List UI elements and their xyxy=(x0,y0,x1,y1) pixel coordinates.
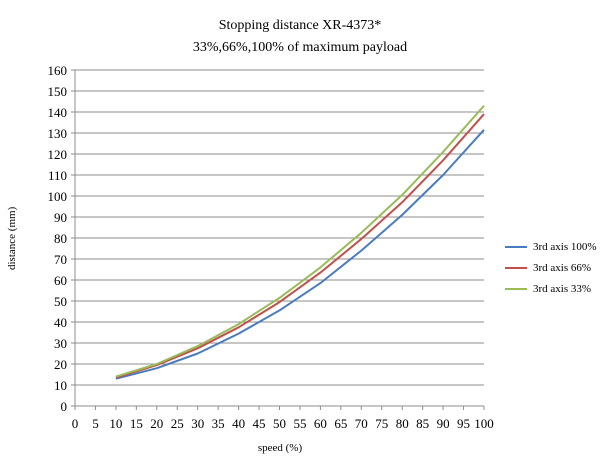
y-tick-label: 150 xyxy=(48,84,68,99)
x-tick-label: 85 xyxy=(416,416,429,431)
legend-swatch xyxy=(505,266,527,269)
series-line-2 xyxy=(115,113,485,379)
x-tick-label: 15 xyxy=(130,416,143,431)
x-tick-label: 60 xyxy=(314,416,327,431)
y-tick-label: 90 xyxy=(54,210,67,225)
chart-title: Stopping distance XR-4373* xyxy=(218,18,382,33)
x-tick-label: 95 xyxy=(457,416,470,431)
y-tick-label: 30 xyxy=(54,336,67,351)
x-tick-label: 40 xyxy=(232,416,245,431)
x-tick-label: 45 xyxy=(253,416,266,431)
legend: 3rd axis 100% 3rd axis 66% 3rd axis 33% xyxy=(505,236,597,299)
series-line-1 xyxy=(115,129,485,380)
legend-label: 3rd axis 66% xyxy=(533,261,592,274)
x-tick-label: 20 xyxy=(150,416,163,431)
chart-subtitle: 33%,66%,100% of maximum payload xyxy=(192,40,408,55)
x-tick-label: 100 xyxy=(474,416,494,431)
y-tick-label: 120 xyxy=(48,147,68,162)
y-tick-label: 20 xyxy=(54,357,67,372)
y-tick-label: 80 xyxy=(54,231,67,246)
x-tick-label: 5 xyxy=(92,416,99,431)
x-tick-label: 25 xyxy=(171,416,184,431)
x-tick-label: 30 xyxy=(191,416,204,431)
x-tick-label: 10 xyxy=(109,416,122,431)
y-tick-label: 60 xyxy=(54,273,67,288)
y-tick-label: 70 xyxy=(54,252,67,267)
y-tick-label: 100 xyxy=(48,189,68,204)
series-line-3 xyxy=(115,105,485,378)
y-tick-label: 130 xyxy=(48,126,68,141)
legend-item: 3rd axis 66% xyxy=(505,257,597,278)
x-tick-label: 35 xyxy=(212,416,225,431)
x-tick-label: 90 xyxy=(437,416,450,431)
y-tick-label: 10 xyxy=(54,378,67,393)
x-tick-label: 75 xyxy=(375,416,388,431)
y-tick-label: 160 xyxy=(48,63,68,78)
legend-swatch xyxy=(505,287,527,290)
legend-item: 3rd axis 100% xyxy=(505,236,597,257)
legend-label: 3rd axis 33% xyxy=(533,282,592,295)
legend-item: 3rd axis 33% xyxy=(505,278,597,299)
legend-swatch xyxy=(505,245,527,248)
y-tick-label: 140 xyxy=(48,105,68,120)
x-tick-label: 55 xyxy=(293,416,306,431)
y-tick-label: 50 xyxy=(54,294,67,309)
x-tick-label: 70 xyxy=(355,416,368,431)
x-tick-label: 80 xyxy=(396,416,409,431)
y-tick-label: 0 xyxy=(61,399,68,414)
y-tick-label: 110 xyxy=(48,168,67,183)
y-tick-label: 40 xyxy=(54,315,67,330)
x-tick-label: 50 xyxy=(273,416,286,431)
x-tick-label: 0 xyxy=(72,416,79,431)
x-axis-label: speed (%) xyxy=(257,442,303,454)
legend-label: 3rd axis 100% xyxy=(533,240,597,253)
x-tick-label: 65 xyxy=(334,416,347,431)
